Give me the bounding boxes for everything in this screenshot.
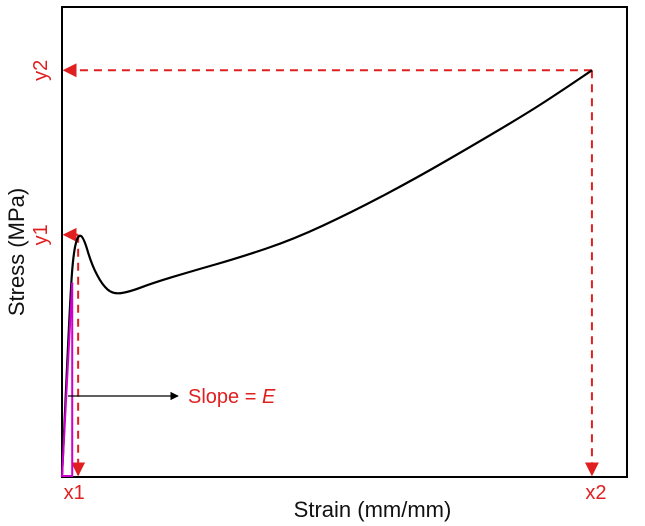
marker-dashed-lines: [62, 63, 599, 477]
slope-annotation-prefix: Slope =: [188, 386, 262, 408]
stress-strain-curve: [60, 69, 593, 478]
slope-annotation-symbol: E: [262, 386, 276, 408]
y1-label: y1: [30, 224, 52, 245]
plot-frame: [61, 6, 628, 478]
x1-label: x1: [64, 482, 85, 504]
x2-label: x2: [585, 482, 606, 504]
y-axis-title: Stress (MPa): [4, 188, 29, 316]
slope-annotation: Slope = E: [188, 386, 276, 408]
x-axis-title: Strain (mm/mm): [294, 497, 452, 522]
y2-label: y2: [30, 60, 52, 81]
slope-region: [61, 282, 74, 478]
slope-line: [61, 282, 74, 478]
